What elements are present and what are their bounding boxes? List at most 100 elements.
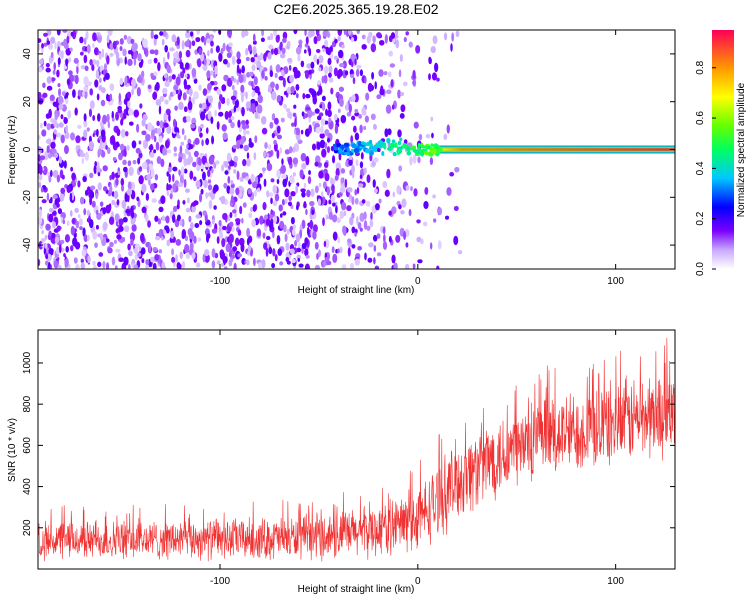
spectrogram-cell bbox=[178, 169, 181, 176]
spectrogram-cell bbox=[218, 219, 222, 227]
spectrogram-cell bbox=[54, 152, 59, 158]
spectrogram-cell bbox=[95, 224, 99, 230]
spectrogram-cell bbox=[181, 218, 185, 228]
spectrogram-cell bbox=[77, 124, 82, 129]
spectrogram-cell bbox=[117, 170, 121, 176]
spectrogram-cell bbox=[186, 197, 190, 204]
spectrogram-cell bbox=[237, 119, 241, 128]
spectrogram-cell bbox=[183, 106, 188, 113]
spectrogram-cell bbox=[152, 262, 157, 269]
spectrogram-cell bbox=[127, 181, 132, 190]
spectrogram-cell bbox=[92, 132, 96, 138]
spectrogram-cell bbox=[131, 88, 134, 96]
spectrogram-cell bbox=[203, 58, 207, 66]
spectrogram-cell bbox=[296, 247, 302, 253]
spectrogram-cell bbox=[119, 77, 124, 86]
spectrogram-cell bbox=[58, 122, 64, 128]
spectrogram-cell bbox=[127, 160, 132, 167]
spectrogram-cell bbox=[38, 135, 41, 140]
spectrogram-cell bbox=[179, 61, 184, 70]
spectrogram-cell bbox=[322, 260, 327, 267]
spectrogram-cell bbox=[410, 186, 413, 192]
spectrogram-cell bbox=[309, 200, 315, 207]
spectrogram-cell bbox=[89, 59, 93, 66]
spectrogram-cell bbox=[354, 108, 359, 114]
spectrogram-cell bbox=[231, 55, 236, 65]
spectrogram-cell bbox=[428, 73, 431, 81]
snr-x-label: Height of straight line (km) bbox=[298, 584, 415, 595]
carrier-onset-cell bbox=[333, 147, 339, 151]
spectrogram-cell bbox=[182, 92, 187, 101]
spectrogram-cell bbox=[226, 62, 231, 68]
spectrogram-cell bbox=[428, 57, 432, 65]
spectrogram-cell bbox=[354, 112, 360, 117]
spectrogram-cell bbox=[164, 99, 169, 105]
spectrogram-cell bbox=[457, 250, 463, 255]
spectrogram-cell bbox=[240, 242, 245, 253]
spectrogram-cell bbox=[86, 44, 91, 54]
spectrogram-cell bbox=[272, 30, 278, 37]
spectrogram-cell bbox=[100, 129, 106, 138]
spectrogram-cell bbox=[150, 75, 157, 81]
spectrogram-cell bbox=[229, 221, 234, 227]
spectrogram-cell bbox=[60, 187, 66, 194]
spectrogram-cell bbox=[82, 91, 85, 97]
spectrogram-cell bbox=[374, 81, 377, 90]
spectrogram-cell bbox=[166, 64, 171, 74]
spectrogram-cell bbox=[261, 69, 265, 79]
spectrogram-cell bbox=[111, 171, 115, 180]
spectrogram-cell bbox=[277, 248, 283, 257]
spectrogram-cell bbox=[390, 32, 396, 39]
spectrogram-cell bbox=[46, 145, 50, 154]
spectrogram-cell bbox=[133, 109, 140, 118]
spectrogram-cell bbox=[53, 119, 58, 128]
spectrogram-cell bbox=[287, 201, 292, 207]
spectrogram-cell bbox=[320, 125, 324, 135]
spectrogram-cell bbox=[98, 52, 102, 60]
spectrogram-cell bbox=[193, 91, 199, 100]
spectrogram-cell bbox=[89, 172, 94, 179]
spectrogram-cell bbox=[123, 34, 128, 40]
spectrogram-cell bbox=[322, 181, 327, 189]
spectrogram-cell bbox=[271, 262, 276, 269]
spectrogram-cell bbox=[101, 48, 105, 58]
spectrogram-cell bbox=[52, 169, 59, 178]
spectrogram-cell bbox=[288, 195, 293, 202]
spectrogram-cell bbox=[331, 214, 338, 223]
spectrogram-cell bbox=[202, 64, 208, 71]
spectrogram-cell bbox=[87, 255, 91, 264]
carrier-band-core bbox=[437, 148, 675, 151]
spectrogram-cell bbox=[122, 159, 127, 166]
spectrogram-cell bbox=[196, 58, 202, 68]
spectrogram-cell bbox=[339, 98, 344, 107]
spectrogram-cell bbox=[323, 240, 327, 248]
spectrogram-cell bbox=[234, 98, 240, 109]
spectrogram-cell bbox=[222, 42, 226, 52]
spectrogram-cell bbox=[308, 124, 312, 134]
spectrogram-cell bbox=[245, 124, 250, 129]
spectrogram-cell bbox=[118, 257, 125, 263]
spectrogram-cell bbox=[122, 216, 128, 223]
spectrogram-cell bbox=[111, 117, 115, 122]
snr-y-label: SNR (10 * v/v) bbox=[7, 418, 18, 482]
spectrogram-cell bbox=[278, 100, 283, 106]
spectrogram-cell bbox=[341, 44, 345, 49]
spectrogram-cell bbox=[115, 248, 121, 253]
spectrogram-cell bbox=[198, 84, 202, 91]
spectrogram-cell bbox=[341, 264, 347, 269]
spectrogram-cell bbox=[270, 197, 273, 205]
spectrogram-cell bbox=[127, 243, 131, 251]
spectrogram-cell bbox=[367, 82, 373, 92]
spectrogram-cell bbox=[165, 108, 171, 116]
spectrogram-cell bbox=[306, 189, 311, 198]
spectrogram-cell bbox=[145, 192, 150, 201]
spectrogram-cell bbox=[403, 36, 407, 43]
spectrogram-cell bbox=[263, 178, 267, 188]
spectrogram-cell bbox=[281, 47, 286, 55]
spectrogram-cell bbox=[83, 129, 88, 139]
spectrogram-cell bbox=[241, 217, 244, 224]
spectrogram-cell bbox=[102, 207, 107, 215]
spectrogram-cell bbox=[382, 180, 388, 189]
spectrogram-cell bbox=[231, 226, 235, 233]
spectrogram-cell bbox=[322, 47, 325, 53]
